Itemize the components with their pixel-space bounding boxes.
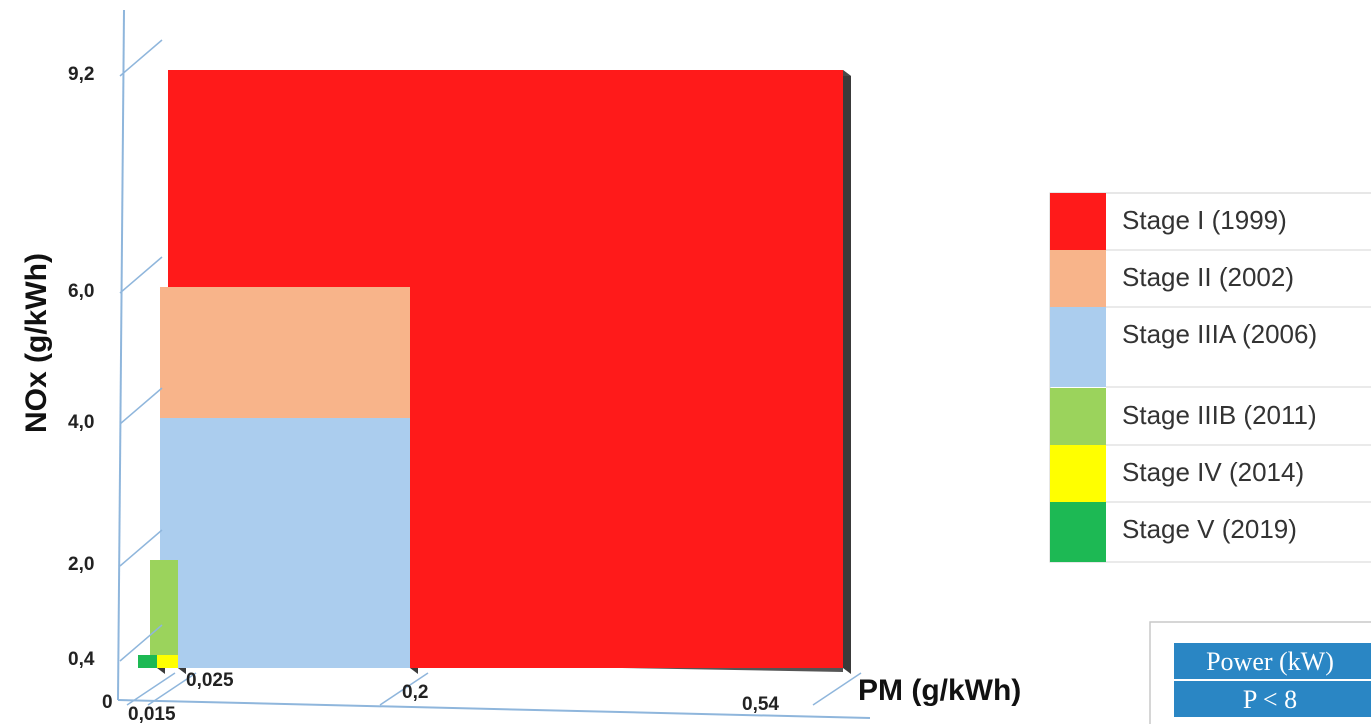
y-gridline	[119, 256, 163, 294]
x-tick-label: 0,025	[186, 670, 234, 691]
y-tick-label: 2,0	[68, 554, 94, 575]
x-tick-label: 0,2	[402, 682, 428, 703]
bar-stage-ii-2002	[160, 287, 410, 418]
y-axis-title: NOx (g/kWh)	[20, 253, 53, 433]
legend-label-stage-v-2019: Stage V (2019)	[1122, 514, 1297, 544]
bar-side-stage-i-1999	[843, 70, 851, 674]
legend-swatch-stage-i-1999	[1050, 193, 1106, 250]
y-tick-label: 4,0	[68, 412, 94, 433]
y-tick-label: 6,0	[68, 281, 94, 302]
legend-swatch-stage-v-2019	[1050, 502, 1106, 562]
legend-swatch-stage-iiib-2011	[1050, 388, 1106, 445]
y-tick-label: 9,2	[68, 64, 94, 85]
x-tick-label: 0,015	[128, 704, 176, 724]
axes	[117, 9, 871, 719]
x-gridline	[379, 672, 429, 706]
y-gridline	[119, 387, 163, 425]
bar-stage-iiib-2011	[150, 560, 178, 668]
power-header-text: Power (kW)	[1206, 647, 1334, 676]
x-tick-label: 0	[102, 692, 113, 713]
legend-swatch-stage-ii-2002	[1050, 250, 1106, 307]
bar-stage-iv-2014	[156, 655, 178, 668]
legend-label-stage-iv-2014: Stage IV (2014)	[1122, 457, 1304, 487]
legend-label-stage-i-1999: Stage I (1999)	[1122, 205, 1287, 235]
power-table: Power (kW) P < 8	[1149, 621, 1371, 724]
x-gridline	[126, 672, 176, 706]
x-axis-title: PM (g/kWh)	[858, 674, 1021, 707]
y-gridline	[119, 39, 163, 77]
bar-stage-iiia-2006	[160, 418, 410, 668]
legend-label-stage-iiib-2011: Stage IIIB (2011)	[1122, 400, 1317, 430]
y-axis-line	[117, 9, 125, 701]
x-axis-line	[117, 699, 871, 719]
y-gridline	[119, 529, 163, 567]
x-gridline	[147, 672, 197, 706]
power-row-text: P < 8	[1243, 685, 1297, 714]
x-tick-label: 0,54	[742, 694, 779, 715]
bar-stage-v-2019	[138, 655, 157, 668]
legend: Stage I (1999) Stage II (2002) Stage IIIA …	[1049, 192, 1371, 563]
x-gridline	[812, 672, 862, 706]
legend-swatch-stage-iiia-2006	[1050, 307, 1106, 387]
tick-labels: 0,4 2,0 4,0 6,0 9,2 0 0,015 0,025 0,2 0,54	[68, 39, 862, 724]
power-row-cell	[1174, 681, 1371, 717]
power-header-cell	[1174, 643, 1371, 679]
stage-bars	[138, 70, 843, 668]
y-tick-label: 0,4	[68, 649, 95, 670]
legend-label-stage-ii-2002: Stage II (2002)	[1122, 262, 1294, 292]
y-gridline	[119, 624, 163, 662]
legend-label-stage-iiia-2006: Stage IIIA (2006)	[1122, 319, 1317, 349]
legend-swatch-stage-iv-2014	[1050, 445, 1106, 502]
